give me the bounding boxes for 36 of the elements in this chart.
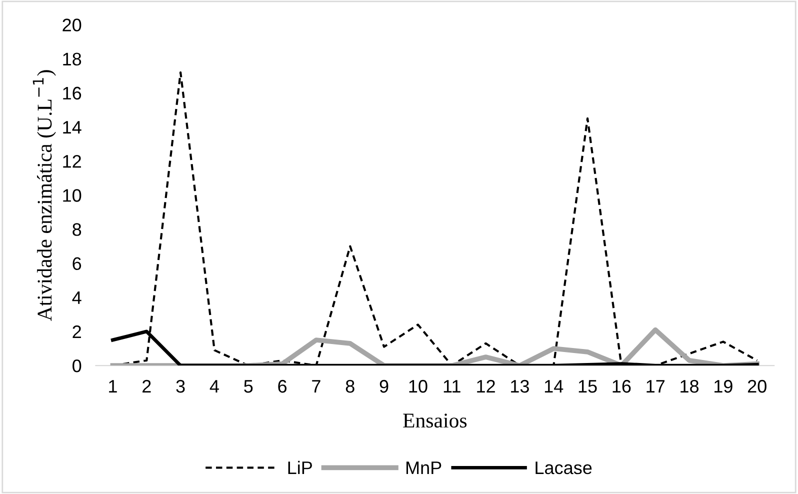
x-tick-label: 4: [210, 380, 219, 393]
x-tick-label: 11: [444, 380, 460, 393]
x-tick-label: 14: [544, 380, 564, 393]
x-tick-label: 20: [748, 380, 766, 393]
x-tick-label: 17: [646, 380, 664, 393]
legend-label: LiP: [288, 460, 312, 474]
x-tick-label: 5: [244, 380, 253, 393]
y-tick-label: 12: [63, 154, 81, 168]
y-tick-label: 0: [72, 359, 82, 372]
x-tick-label: 9: [380, 380, 388, 393]
x-tick-label: 7: [312, 380, 320, 393]
x-tick-label: 15: [578, 380, 597, 393]
legend-label: Lacase: [536, 462, 592, 474]
y-tick-label: 10: [63, 189, 82, 202]
y-tick-label: 2: [72, 325, 81, 338]
x-tick-label: 8: [346, 380, 354, 393]
x-tick-label: 2: [142, 380, 151, 393]
x-axis-title: Ensaios: [403, 414, 467, 428]
y-axis-title: Atividade enzimática (U.L$^{−1}$): [32, 70, 56, 321]
x-tick-label: 19: [714, 380, 732, 393]
y-tick-label: 14: [63, 121, 82, 134]
x-tick-label: 3: [176, 380, 185, 393]
x-tick-label: 16: [612, 380, 631, 393]
x-tick-label: 18: [680, 380, 699, 393]
x-tick-label: 10: [409, 380, 428, 393]
y-tick-label: 20: [62, 18, 82, 32]
legend-label: MnP: [406, 462, 442, 474]
x-tick-label: 6: [278, 380, 287, 393]
x-tick-label: 13: [511, 380, 529, 393]
y-tick-label: 18: [63, 52, 82, 66]
y-tick-label: 8: [72, 223, 82, 236]
y-tick-label: 16: [63, 86, 82, 100]
y-tick-label: 6: [72, 257, 82, 270]
x-tick-label: 12: [477, 380, 495, 393]
x-tick-label: 1: [109, 380, 117, 393]
y-tick-label: 4: [72, 292, 82, 304]
